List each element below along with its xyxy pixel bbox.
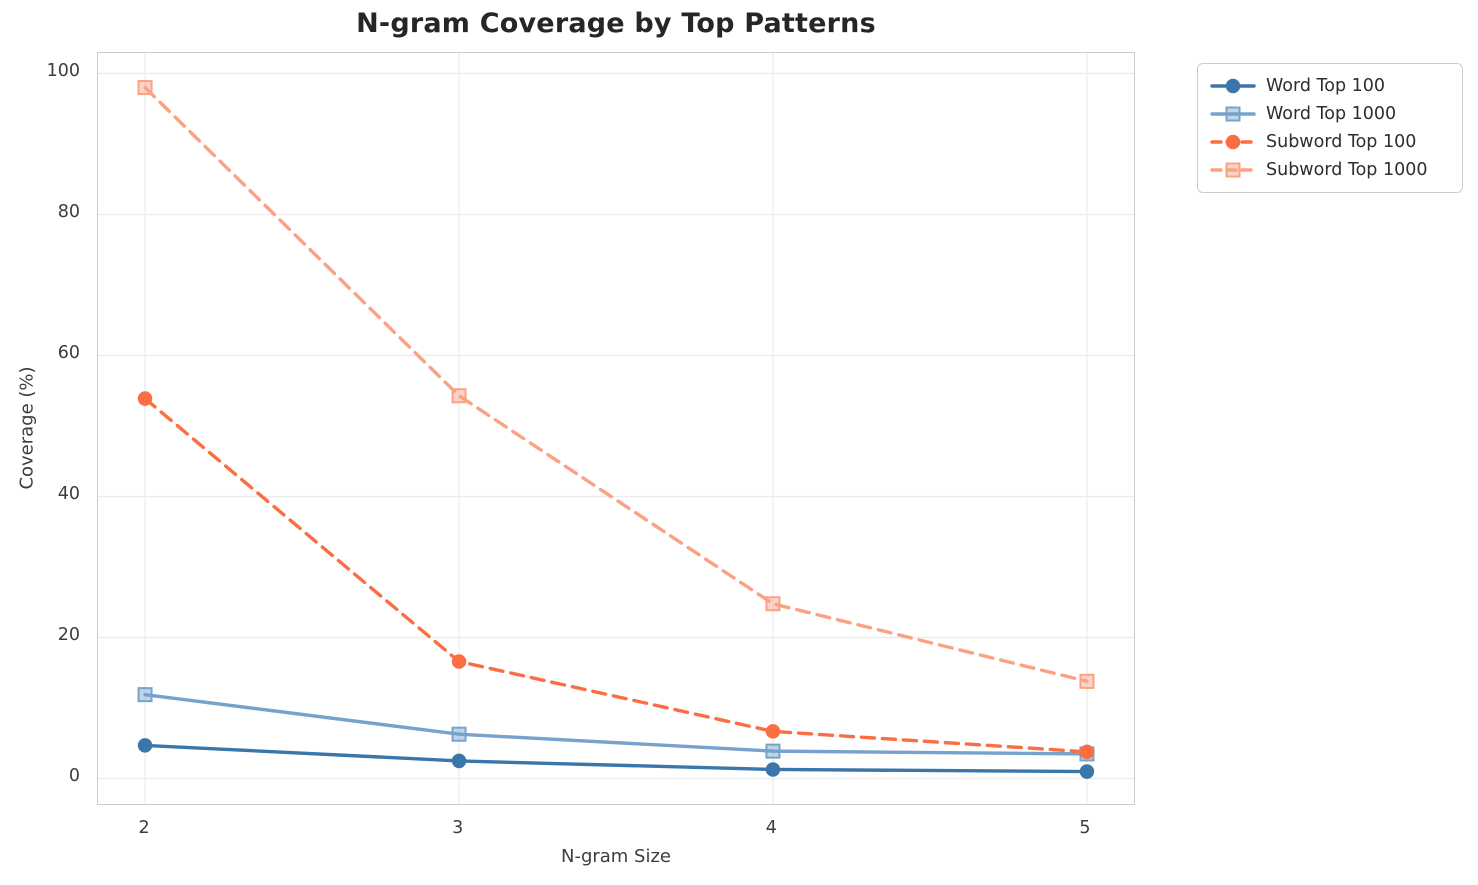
- y-axis-label: Coverage (%): [16, 366, 38, 490]
- x-tick-label: 4: [765, 818, 777, 838]
- chart-title: N-gram Coverage by Top Patterns: [356, 8, 876, 39]
- marker-word-top-100: [451, 753, 467, 769]
- marker-subword-top-1000: [1079, 673, 1095, 689]
- legend-line-sample: [1210, 162, 1256, 178]
- marker-subword-top-1000: [451, 388, 467, 404]
- marker-subword-top-100: [1079, 744, 1095, 760]
- marker-word-top-100: [137, 738, 153, 753]
- marker-subword-top-100: [137, 391, 153, 406]
- legend-label: Word Top 100: [1266, 76, 1386, 96]
- y-tick-label: 0: [68, 765, 80, 786]
- y-tick-label: 20: [57, 624, 80, 645]
- marker-word-top-1000: [451, 726, 467, 742]
- legend-item-word-top-1000: Word Top 1000: [1210, 101, 1450, 127]
- chart-canvas: [98, 53, 1134, 804]
- x-axis-label: N-gram Size: [560, 846, 672, 867]
- legend-item-subword-top-1000: Subword Top 1000: [1210, 157, 1450, 183]
- marker-word-top-1000: [137, 687, 153, 703]
- marker-word-top-100: [1079, 764, 1095, 779]
- y-tick-label: 100: [46, 61, 80, 82]
- series-line-word-top-100: [143, 743, 1089, 774]
- series-line-subword-top-1000: [143, 85, 1089, 684]
- legend-marker-circle-icon: [1225, 78, 1241, 94]
- marker-subword-top-100: [765, 724, 781, 739]
- legend-line-sample: [1210, 106, 1256, 122]
- y-tick-label: 40: [57, 483, 80, 504]
- x-tick-label: 3: [452, 818, 464, 838]
- y-tick-label: 80: [57, 202, 80, 223]
- legend-label: Word Top 1000: [1266, 104, 1397, 124]
- legend-label: Subword Top 100: [1266, 132, 1417, 152]
- marker-word-top-1000: [765, 743, 781, 759]
- legend-marker-square-icon: [1225, 106, 1241, 122]
- y-tick-label: 60: [57, 343, 80, 364]
- legend-line-sample: [1210, 134, 1256, 150]
- marker-subword-top-1000: [765, 596, 781, 612]
- legend-marker-square-icon: [1225, 162, 1241, 178]
- marker-word-top-100: [765, 762, 781, 777]
- marker-subword-top-1000: [137, 80, 153, 96]
- plot-area: [97, 52, 1135, 805]
- marker-subword-top-100: [451, 654, 467, 669]
- x-tick-label: 2: [138, 818, 150, 838]
- legend-line-sample: [1210, 78, 1256, 94]
- legend-item-subword-top-100: Subword Top 100: [1210, 129, 1450, 155]
- series-line-word-top-1000: [143, 692, 1089, 756]
- series-line-subword-top-100: [143, 396, 1089, 754]
- legend-label: Subword Top 1000: [1266, 160, 1428, 180]
- x-tick-label: 5: [1079, 818, 1091, 838]
- legend-item-word-top-100: Word Top 100: [1210, 73, 1450, 99]
- legend-marker-circle-icon: [1225, 134, 1241, 150]
- legend: Word Top 100 Word Top 1000 Subword Top 100…: [1197, 63, 1463, 193]
